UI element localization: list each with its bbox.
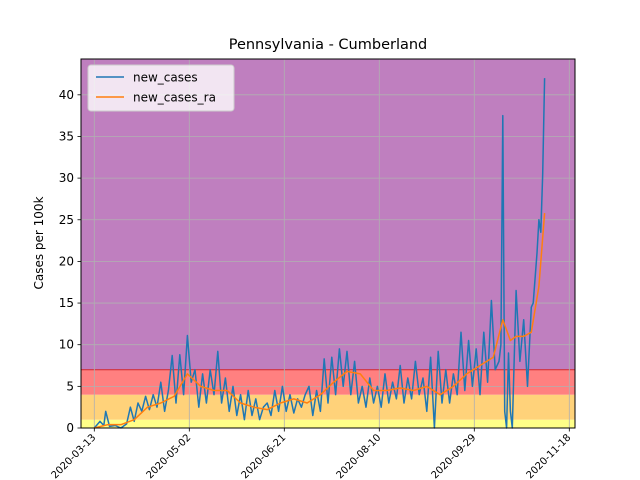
y-tick-label: 35	[59, 129, 74, 143]
x-tick-label: 2020-11-18	[525, 432, 574, 480]
x-tick-label: 2020-06-21	[240, 432, 289, 480]
y-tick-label: 30	[59, 171, 74, 185]
y-axis-ticks: 0 5 10 15 20 25 30 35 40	[59, 88, 81, 435]
plot-frame	[80, 58, 576, 429]
y-tick-label: 5	[66, 379, 74, 393]
grid-lines	[81, 59, 575, 429]
y-tick-label: 40	[59, 88, 74, 102]
chart-title: Pennsylvania - Cumberland	[229, 37, 428, 53]
x-tick-label: 2020-09-29	[430, 432, 479, 480]
x-tick-label: 2020-03-13	[50, 432, 99, 480]
band-2	[81, 369, 575, 395]
series-lines	[93, 78, 546, 429]
x-tick-label: 2020-05-02	[145, 432, 194, 480]
y-axis-label: Cases per 100k	[32, 196, 46, 289]
background-bands	[81, 59, 575, 428]
x-axis-ticks: 2020-03-13 2020-05-02 2020-06-21 2020-08-10…	[50, 428, 574, 480]
y-tick-label: 25	[59, 213, 74, 227]
series-line-new-cases-ra	[94, 213, 546, 429]
y-tick-label: 10	[59, 338, 74, 352]
y-tick-label: 15	[59, 296, 74, 310]
series-line-new-cases	[93, 78, 546, 429]
legend-box	[87, 64, 235, 112]
y-tick-label: 0	[66, 421, 74, 435]
band-0	[81, 419, 575, 428]
legend: new_cases new_cases_ra	[87, 64, 235, 112]
y-tick-label: 20	[59, 254, 74, 268]
legend-label-new-cases: new_cases	[133, 71, 198, 85]
legend-label-new-cases-ra: new_cases_ra	[133, 91, 216, 105]
x-tick-label: 2020-08-10	[335, 432, 384, 480]
